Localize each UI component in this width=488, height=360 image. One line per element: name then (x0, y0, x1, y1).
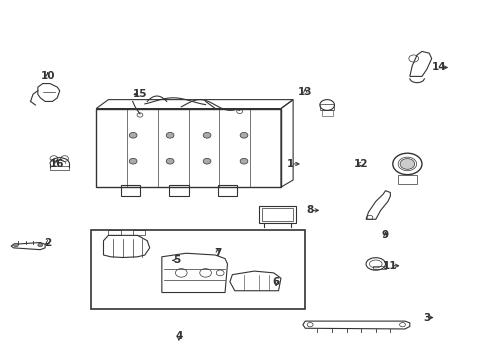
Bar (50, 166, 69, 170)
Circle shape (203, 158, 210, 164)
Bar (217, 185, 237, 196)
Circle shape (129, 132, 137, 138)
Text: 6: 6 (272, 277, 279, 287)
Circle shape (203, 132, 210, 138)
Bar (120, 185, 140, 196)
Text: 13: 13 (297, 87, 312, 98)
Bar (372, 266, 385, 269)
Text: 3: 3 (422, 312, 429, 323)
Bar (108, 230, 120, 235)
Circle shape (240, 132, 247, 138)
Bar (322, 111, 332, 116)
Text: 15: 15 (132, 89, 147, 99)
Text: 2: 2 (44, 238, 51, 248)
Bar (397, 175, 416, 184)
Bar (319, 104, 334, 111)
Bar (132, 230, 144, 235)
Circle shape (129, 158, 137, 164)
Text: 9: 9 (381, 230, 388, 240)
Circle shape (166, 132, 174, 138)
Text: 14: 14 (431, 63, 446, 72)
Bar (259, 206, 295, 223)
Circle shape (240, 158, 247, 164)
Text: 8: 8 (306, 205, 313, 215)
Text: 1: 1 (286, 159, 294, 169)
Circle shape (399, 158, 414, 169)
Bar (169, 185, 188, 196)
Circle shape (166, 158, 174, 164)
Text: 12: 12 (353, 159, 367, 169)
Text: 5: 5 (172, 255, 180, 265)
Circle shape (14, 243, 19, 247)
Text: 10: 10 (40, 71, 55, 81)
Bar (91, 230, 305, 309)
Text: 4: 4 (175, 332, 182, 342)
Text: 11: 11 (382, 261, 397, 271)
Text: 7: 7 (214, 248, 221, 258)
Circle shape (38, 243, 42, 247)
Bar (261, 208, 292, 221)
Text: 16: 16 (50, 159, 64, 169)
